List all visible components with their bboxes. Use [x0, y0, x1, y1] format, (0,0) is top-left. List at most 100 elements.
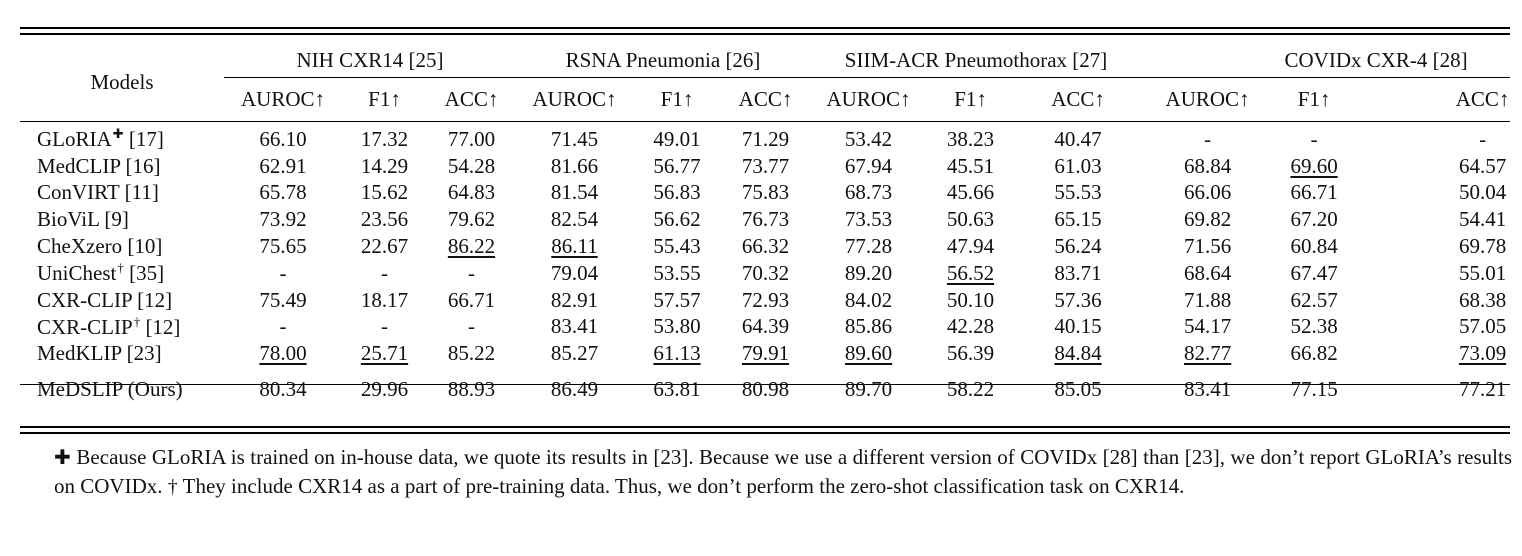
value-cell: 71.29	[741, 126, 790, 151]
value-cell: 73.09	[1458, 341, 1507, 366]
value-cell: 66.06	[1183, 180, 1232, 205]
value-cell: 83.71	[1054, 260, 1102, 285]
value-cell: 85.27	[550, 341, 599, 366]
value-cell: 53.55	[653, 260, 701, 285]
metric-header: F1↑	[368, 86, 401, 111]
model-name: ConVIRT	[37, 180, 120, 205]
dagger-icon: †	[167, 476, 178, 498]
value-cell: 77.28	[844, 234, 893, 259]
value-cell: 72.93	[741, 287, 790, 312]
value-cell: 82.77	[1183, 341, 1232, 366]
models-header: Models	[90, 70, 154, 94]
model-name: CheXzero	[37, 234, 123, 259]
model-reference: [11]	[124, 180, 159, 205]
model-name-cell: MedCLIP [16]	[20, 153, 224, 180]
metric-header: AUROC↑	[826, 86, 911, 111]
value-cell: 73.92	[259, 207, 307, 232]
table-row: GLoRIA✚ [17] 66.10 17.32 77.00 71.45 49.01 71.…	[20, 126, 1522, 153]
model-reference: [12]	[137, 287, 173, 312]
dataset-header: SIIM-ACR Pneumothorax [27]	[844, 48, 1108, 72]
results-table: Models NIH CXR14 [25] RSNA Pneumonia [26…	[20, 44, 1522, 402]
value-cell: 56.24	[1054, 234, 1102, 259]
value-cell: 55.43	[653, 234, 701, 259]
model-name: MedKLIP	[37, 341, 122, 366]
model-name: GLoRIA	[37, 127, 112, 152]
value-cell: 69.82	[1183, 207, 1232, 232]
model-name-cell: BioViL [9]	[20, 206, 224, 233]
value-cell: 17.32	[360, 126, 409, 151]
value-cell: 86.11	[551, 234, 598, 259]
value-cell: 55.53	[1054, 180, 1102, 205]
value-cell: 77.00	[447, 126, 496, 151]
value-cell: 57.05	[1458, 314, 1507, 339]
value-cell: 71.88	[1183, 287, 1232, 312]
value-cell: 66.71	[1290, 180, 1338, 205]
dagger-mark: †	[117, 260, 124, 276]
value-cell: 66.82	[1290, 341, 1338, 366]
value-cell: 62.57	[1290, 287, 1338, 312]
value-cell: 75.49	[259, 287, 307, 312]
ours-value-cell: 63.81	[653, 377, 701, 402]
value-cell: 50.63	[946, 207, 995, 232]
model-reference: [17]	[128, 127, 164, 152]
model-name-cell: UniChest† [35]	[20, 260, 224, 287]
value-cell: 40.15	[1054, 314, 1102, 339]
value-cell: 73.53	[844, 207, 893, 232]
value-cell: 61.03	[1054, 153, 1102, 178]
ours-value-cell: 86.49	[550, 377, 599, 402]
table-footnote: ✚ Because GLoRIA is trained on in-house …	[54, 443, 1512, 501]
table-row: CheXzero [10] 75.65 22.67 86.22 86.11 55.43 66…	[20, 233, 1522, 260]
value-cell: -	[1479, 126, 1487, 151]
ours-value-cell: 29.96	[360, 377, 409, 402]
value-cell: 76.73	[741, 207, 790, 232]
value-cell: 84.02	[844, 287, 893, 312]
model-name: CXR-CLIP	[37, 314, 133, 339]
value-cell: -	[468, 314, 475, 339]
model-name-cell: MedKLIP [23]	[20, 340, 224, 367]
model-reference: [16]	[125, 153, 161, 178]
value-cell: 86.22	[447, 234, 496, 259]
value-cell: 49.01	[653, 126, 701, 151]
bottom-rule-1	[20, 426, 1510, 428]
table-row: MedCLIP [16] 62.91 14.29 54.28 81.66 56.77 73.…	[20, 153, 1522, 180]
value-cell: -	[1204, 126, 1212, 151]
header-bottom-rule	[20, 121, 1510, 122]
value-cell: 54.41	[1458, 207, 1507, 232]
value-cell: 22.67	[360, 234, 409, 259]
metric-header: ACC↑	[738, 86, 793, 111]
value-cell: 62.91	[259, 153, 307, 178]
value-cell: 68.38	[1458, 287, 1507, 312]
value-cell: 79.91	[741, 341, 790, 366]
value-cell: 78.00	[259, 341, 307, 366]
value-cell: -	[279, 314, 287, 339]
metric-header: ACC↑	[1051, 86, 1105, 111]
model-reference: [9]	[104, 207, 129, 232]
value-cell: 56.52	[946, 260, 995, 285]
value-cell: 71.56	[1183, 234, 1232, 259]
model-name-cell: CXR-CLIP [12]	[20, 287, 224, 314]
metric-header: AUROC↑	[240, 86, 325, 111]
value-cell: 65.78	[259, 180, 307, 205]
value-cell: 81.54	[550, 180, 599, 205]
value-cell: 57.57	[653, 287, 701, 312]
value-cell: 45.51	[946, 153, 995, 178]
dataset-header: COVIDx CXR-4 [28]	[1284, 48, 1468, 72]
value-cell: 54.17	[1183, 314, 1232, 339]
dataset-header: RSNA Pneumonia [26]	[565, 48, 761, 72]
dataset-underline-rule	[224, 77, 1510, 78]
ours-value-cell: 88.93	[447, 377, 496, 402]
model-name-cell: ConVIRT [11]	[20, 180, 224, 207]
ours-value-cell: 77.21	[1458, 377, 1507, 402]
value-cell: -	[381, 260, 388, 285]
value-cell: 89.20	[844, 260, 893, 285]
value-cell: 45.66	[946, 180, 995, 205]
value-cell: 67.47	[1290, 260, 1338, 285]
value-cell: 67.94	[844, 153, 893, 178]
dagger-mark: †	[133, 313, 141, 329]
value-cell: 25.71	[360, 341, 409, 366]
value-cell: 64.83	[447, 180, 496, 205]
model-reference: [12]	[145, 314, 181, 339]
value-cell: 85.86	[844, 314, 893, 339]
ours-value-cell: 85.05	[1054, 377, 1102, 402]
value-cell: -	[381, 314, 388, 339]
